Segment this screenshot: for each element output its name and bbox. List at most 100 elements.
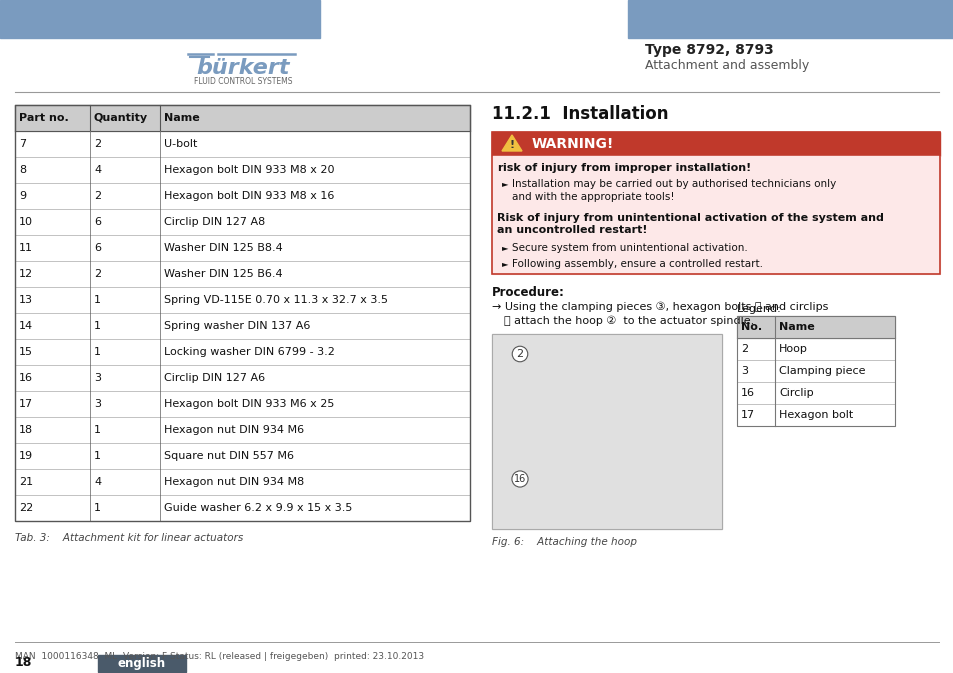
Text: ►: ►: [501, 259, 508, 268]
Text: 18: 18: [19, 425, 33, 435]
Text: 2: 2: [516, 349, 523, 359]
Text: Spring washer DIN 137 A6: Spring washer DIN 137 A6: [164, 321, 310, 331]
Bar: [737, 382, 894, 404]
Text: 8: 8: [19, 165, 26, 175]
Text: 1: 1: [94, 321, 101, 331]
Text: WARNING!: WARNING!: [532, 137, 614, 151]
Text: MAN  1000116348  ML  Version: F Status: RL (released | freigegeben)  printed: 23: MAN 1000116348 ML Version: F Status: RL …: [15, 652, 424, 661]
Text: 12: 12: [19, 269, 33, 279]
Text: 2: 2: [94, 191, 101, 201]
Text: 1: 1: [94, 503, 101, 513]
Text: 2: 2: [94, 269, 101, 279]
Text: No.: No.: [740, 322, 761, 332]
Text: 18: 18: [15, 656, 32, 668]
Text: FLUID CONTROL SYSTEMS: FLUID CONTROL SYSTEMS: [193, 77, 292, 87]
Text: Hexagon nut DIN 934 M6: Hexagon nut DIN 934 M6: [164, 425, 304, 435]
Text: 6: 6: [94, 217, 101, 227]
Text: 4: 4: [94, 165, 101, 175]
Text: 16: 16: [19, 373, 33, 383]
Bar: [15, 365, 470, 391]
Text: 4: 4: [94, 477, 101, 487]
Bar: [15, 209, 470, 235]
Text: Following assembly, ensure a controlled restart.: Following assembly, ensure a controlled …: [512, 259, 762, 269]
Text: ⒵ attach the hoop ②  to the actuator spindle.: ⒵ attach the hoop ② to the actuator spin…: [503, 316, 754, 326]
Text: 11: 11: [19, 243, 33, 253]
Bar: [0, 0, 319, 38]
Text: 7: 7: [19, 139, 26, 149]
Text: Circlip DIN 127 A8: Circlip DIN 127 A8: [164, 217, 265, 227]
Bar: [15, 157, 470, 183]
Bar: [15, 443, 470, 469]
Text: Risk of injury from unintentional activation of the system and
an uncontrolled r: Risk of injury from unintentional activa…: [497, 213, 882, 235]
Text: bürkert: bürkert: [196, 58, 290, 78]
Text: 10: 10: [19, 217, 33, 227]
Text: 22: 22: [19, 503, 33, 513]
Text: 3: 3: [94, 373, 101, 383]
Bar: [15, 417, 470, 443]
Text: 1: 1: [94, 451, 101, 461]
Polygon shape: [501, 135, 521, 151]
Bar: [15, 131, 470, 157]
Bar: [15, 391, 470, 417]
Bar: [737, 404, 894, 426]
Text: 2: 2: [94, 139, 101, 149]
Text: 9: 9: [19, 191, 26, 201]
Text: 21: 21: [19, 477, 33, 487]
Text: Clamping piece: Clamping piece: [779, 366, 864, 376]
Bar: [98, 655, 186, 672]
Bar: [15, 495, 470, 521]
Text: Secure system from unintentional activation.: Secure system from unintentional activat…: [512, 243, 747, 253]
Text: 1: 1: [94, 347, 101, 357]
Text: 3: 3: [94, 399, 101, 409]
Bar: [492, 156, 939, 274]
Text: 16: 16: [514, 474, 525, 484]
Text: 1: 1: [94, 425, 101, 435]
Bar: [15, 105, 470, 131]
Bar: [15, 105, 470, 521]
Bar: [15, 469, 470, 495]
Text: Hexagon bolt DIN 933 M8 x 20: Hexagon bolt DIN 933 M8 x 20: [164, 165, 335, 175]
Text: Hexagon nut DIN 934 M8: Hexagon nut DIN 934 M8: [164, 477, 304, 487]
Bar: [737, 316, 894, 338]
Bar: [15, 261, 470, 287]
Text: Attachment and assembly: Attachment and assembly: [644, 59, 808, 71]
Bar: [15, 235, 470, 261]
Text: Washer DIN 125 B8.4: Washer DIN 125 B8.4: [164, 243, 282, 253]
Text: Hoop: Hoop: [779, 344, 807, 354]
Text: Tab. 3:    Attachment kit for linear actuators: Tab. 3: Attachment kit for linear actuat…: [15, 533, 243, 543]
Bar: [15, 183, 470, 209]
Text: 11.2.1  Installation: 11.2.1 Installation: [492, 105, 668, 123]
Text: Quantity: Quantity: [94, 113, 148, 123]
Text: Fig. 6:    Attaching the hoop: Fig. 6: Attaching the hoop: [492, 537, 637, 547]
Text: ►: ►: [501, 179, 508, 188]
Text: Installation may be carried out by authorised technicians only
and with the appr: Installation may be carried out by autho…: [512, 179, 836, 202]
Bar: [492, 132, 939, 274]
Bar: [492, 334, 721, 529]
Text: Part no.: Part no.: [19, 113, 69, 123]
Bar: [15, 287, 470, 313]
Text: Hexagon bolt: Hexagon bolt: [779, 410, 852, 420]
Text: Locking washer DIN 6799 - 3.2: Locking washer DIN 6799 - 3.2: [164, 347, 335, 357]
Bar: [15, 339, 470, 365]
Text: 14: 14: [19, 321, 33, 331]
Text: Legend:: Legend:: [737, 304, 781, 314]
Bar: [737, 338, 894, 360]
Bar: [492, 334, 721, 529]
Text: english: english: [118, 656, 166, 670]
Text: 2: 2: [740, 344, 747, 354]
Text: Hexagon bolt DIN 933 M8 x 16: Hexagon bolt DIN 933 M8 x 16: [164, 191, 334, 201]
Text: 6: 6: [94, 243, 101, 253]
Text: 17: 17: [740, 410, 755, 420]
Text: Name: Name: [164, 113, 199, 123]
Text: 13: 13: [19, 295, 33, 305]
Text: Hexagon bolt DIN 933 M6 x 25: Hexagon bolt DIN 933 M6 x 25: [164, 399, 334, 409]
Bar: [15, 313, 470, 339]
Text: Guide washer 6.2 x 9.9 x 15 x 3.5: Guide washer 6.2 x 9.9 x 15 x 3.5: [164, 503, 352, 513]
Text: Type 8792, 8793: Type 8792, 8793: [644, 43, 773, 57]
Text: Spring VD-115E 0.70 x 11.3 x 32.7 x 3.5: Spring VD-115E 0.70 x 11.3 x 32.7 x 3.5: [164, 295, 388, 305]
Text: Washer DIN 125 B6.4: Washer DIN 125 B6.4: [164, 269, 282, 279]
Text: 3: 3: [740, 366, 747, 376]
Text: Name: Name: [779, 322, 814, 332]
Text: Circlip: Circlip: [779, 388, 813, 398]
Text: ►: ►: [501, 243, 508, 252]
